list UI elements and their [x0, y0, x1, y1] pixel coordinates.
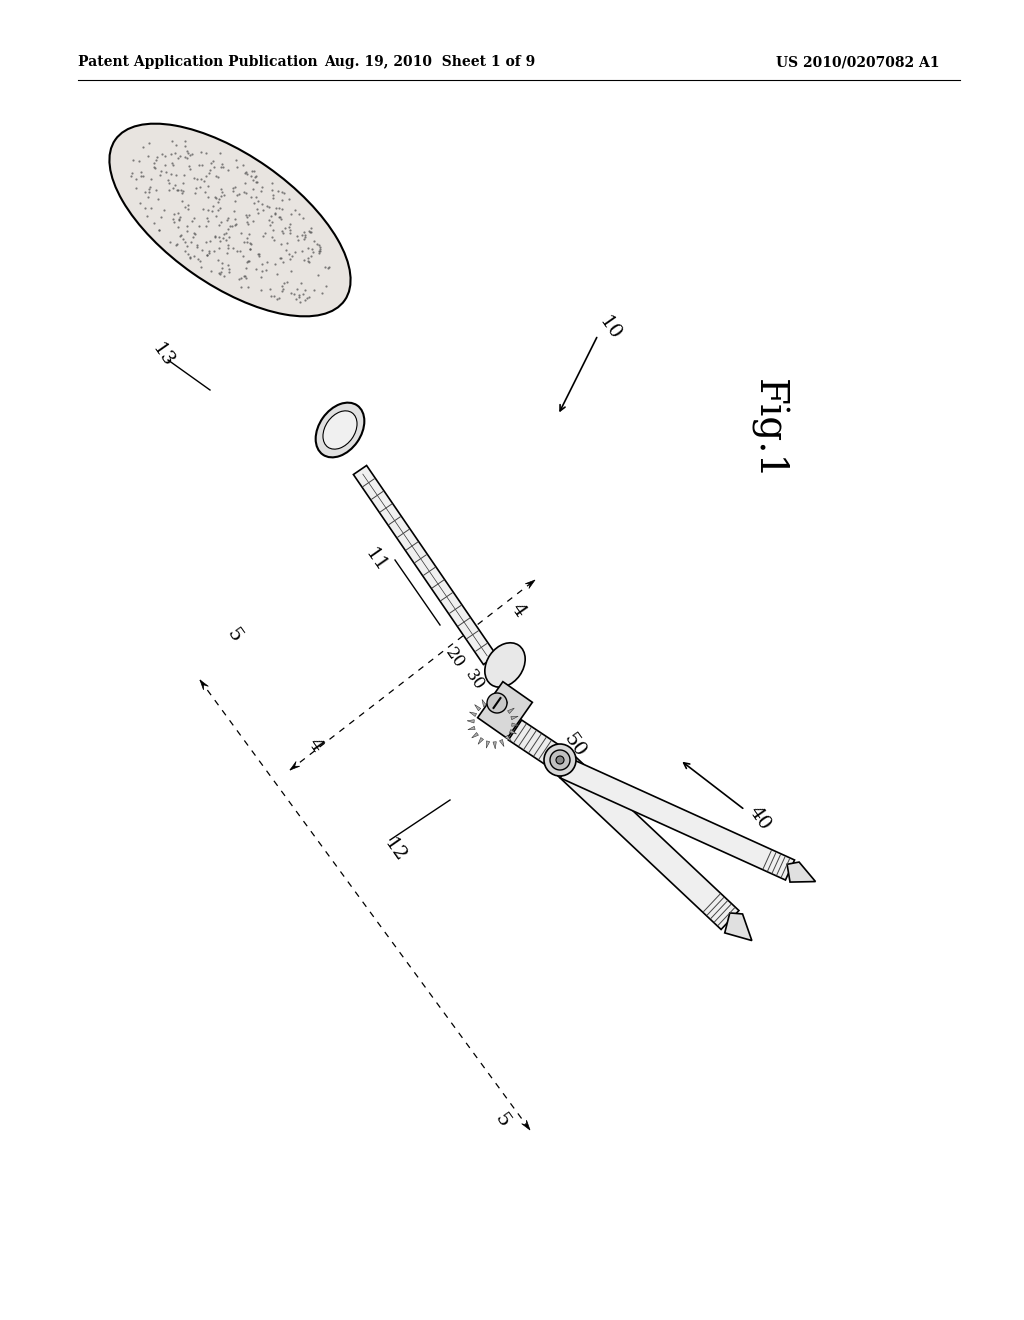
- Polygon shape: [486, 741, 489, 748]
- Polygon shape: [477, 681, 532, 738]
- Ellipse shape: [323, 411, 357, 449]
- Text: 5: 5: [492, 1110, 513, 1130]
- Text: 4: 4: [507, 599, 529, 620]
- Text: US 2010/0207082 A1: US 2010/0207082 A1: [776, 55, 940, 69]
- Text: 50: 50: [560, 730, 590, 760]
- Text: Aug. 19, 2010  Sheet 1 of 9: Aug. 19, 2010 Sheet 1 of 9: [325, 55, 536, 69]
- Polygon shape: [493, 742, 497, 748]
- Polygon shape: [508, 708, 514, 714]
- Polygon shape: [725, 913, 752, 941]
- Polygon shape: [290, 762, 300, 770]
- Polygon shape: [467, 719, 474, 723]
- Text: 5: 5: [223, 624, 245, 645]
- Ellipse shape: [484, 643, 525, 688]
- Polygon shape: [510, 730, 516, 734]
- Circle shape: [487, 693, 507, 713]
- Text: 40: 40: [745, 803, 774, 833]
- Polygon shape: [500, 739, 504, 747]
- Polygon shape: [508, 719, 566, 770]
- Polygon shape: [503, 702, 508, 709]
- Text: 20: 20: [442, 644, 468, 672]
- Text: 30: 30: [462, 667, 488, 693]
- Polygon shape: [478, 738, 483, 744]
- Text: Fig.1: Fig.1: [749, 379, 787, 480]
- Polygon shape: [468, 726, 475, 730]
- Text: 12: 12: [381, 834, 410, 866]
- Text: 10: 10: [596, 313, 625, 343]
- Polygon shape: [511, 717, 518, 719]
- Polygon shape: [469, 711, 476, 717]
- Ellipse shape: [110, 124, 350, 317]
- Polygon shape: [512, 723, 519, 726]
- Ellipse shape: [315, 403, 365, 457]
- Polygon shape: [560, 758, 795, 880]
- Polygon shape: [474, 705, 481, 710]
- Circle shape: [550, 750, 570, 770]
- Polygon shape: [482, 700, 486, 706]
- Polygon shape: [505, 735, 511, 742]
- Polygon shape: [200, 680, 208, 690]
- Polygon shape: [787, 862, 815, 882]
- Circle shape: [544, 744, 575, 776]
- Text: 4: 4: [304, 735, 326, 755]
- Polygon shape: [521, 1121, 530, 1130]
- Text: 13: 13: [148, 339, 177, 371]
- Polygon shape: [551, 751, 739, 929]
- Text: Patent Application Publication: Patent Application Publication: [78, 55, 317, 69]
- Polygon shape: [525, 579, 535, 589]
- Polygon shape: [472, 733, 478, 738]
- Text: 11: 11: [361, 545, 390, 576]
- Polygon shape: [489, 697, 493, 705]
- Polygon shape: [353, 466, 497, 664]
- Circle shape: [556, 756, 564, 764]
- Polygon shape: [497, 698, 500, 705]
